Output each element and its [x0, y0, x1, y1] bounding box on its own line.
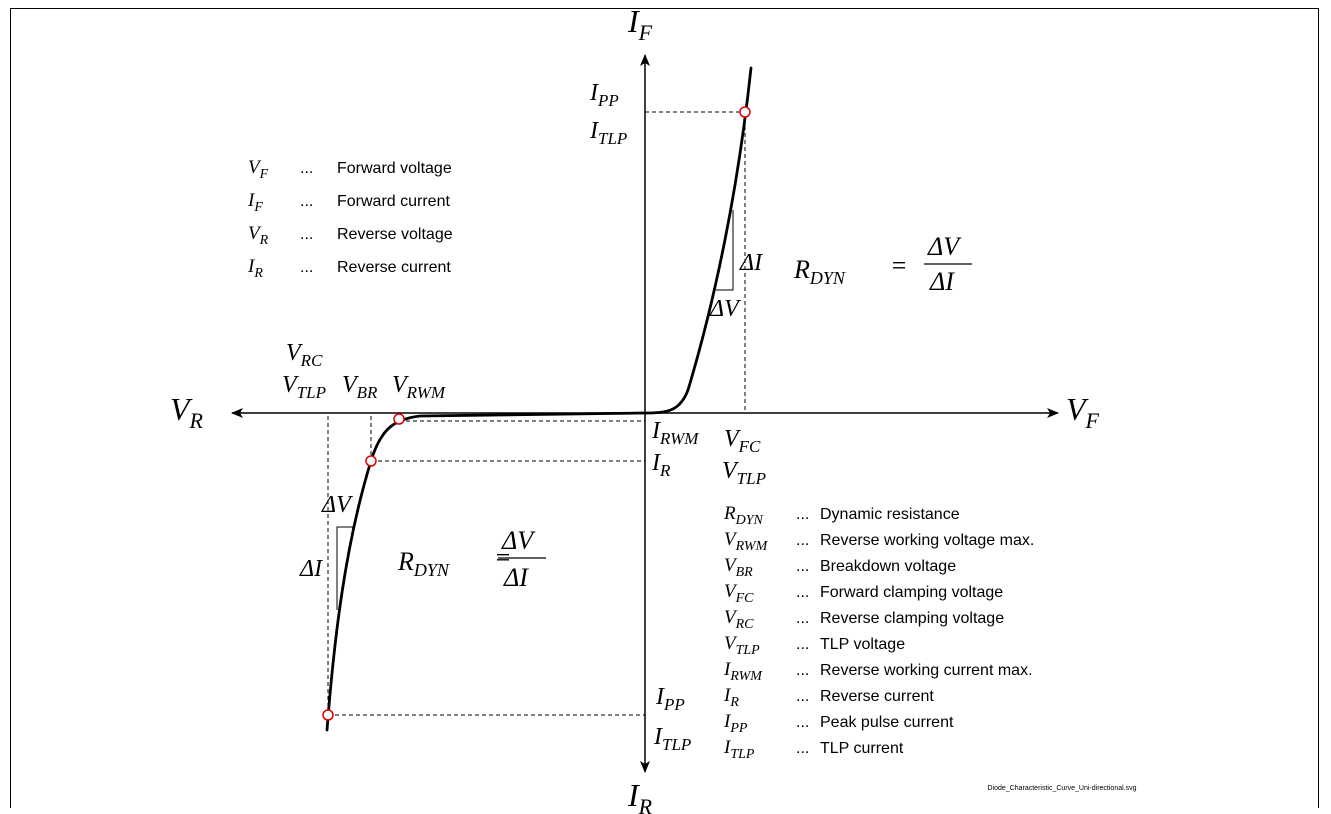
formula-bottom-denominator: ΔI	[503, 563, 529, 592]
formula-top-equals: =	[890, 251, 908, 280]
legend-bottom-item-dots: ...	[796, 506, 809, 523]
formula-top-numerator: ΔV	[927, 232, 962, 261]
footer-filename: Diode_Characteristic_Curve_Uni-direction…	[987, 785, 1136, 792]
legend-bottom-item-symbol: IRWM	[723, 659, 763, 684]
legend-bottom-item-symbol: VFC	[724, 581, 754, 606]
legend-bottom-item-dots: ...	[796, 558, 809, 575]
label-vrwm: VRWM	[392, 372, 446, 402]
marker-vrwm	[393, 413, 405, 425]
label-vbr: VBR	[342, 372, 378, 402]
label-ipp-bottom: IPP	[655, 684, 685, 714]
legend-bottom-item-symbol: VRWM	[724, 529, 769, 554]
legend-bottom-item-symbol: IPP	[723, 711, 748, 736]
legend-bottom-item-description: Reverse current	[820, 688, 934, 705]
formula-rdyn-top: RDYN = ΔV ΔI	[793, 232, 972, 296]
label-vrc: VRC	[286, 340, 323, 370]
formula-top-r: RDYN	[793, 255, 846, 288]
legend-bottom-item-symbol: IR	[723, 685, 739, 710]
legend-bottom-item-description: Reverse working voltage max.	[820, 532, 1034, 549]
legend-top-item-description: Forward current	[337, 193, 450, 210]
legend-bottom-item-symbol: VRC	[724, 607, 754, 632]
legend-top-item-symbol: VR	[248, 223, 269, 248]
label-vtlp-right: VTLP	[722, 458, 766, 488]
diagram-frame	[10, 8, 1319, 808]
axis-label-vf: VF	[1066, 391, 1100, 433]
label-ir: IR	[651, 450, 671, 480]
legend-bottom-item-description: Dynamic resistance	[820, 506, 960, 523]
legend-top-item-dots: ...	[300, 226, 313, 243]
label-ipp-top: IPP	[589, 80, 619, 110]
legend-bottom-item-description: TLP voltage	[820, 636, 905, 653]
legend-top-item-symbol: IF	[247, 190, 263, 215]
legend-bottom-item-description: Breakdown voltage	[820, 558, 956, 575]
legend-top-item-description: Reverse current	[337, 259, 451, 276]
label-itlp-top: ITLP	[589, 118, 627, 148]
characteristic-curve	[325, 66, 753, 732]
axis-label-if: IF	[627, 3, 653, 45]
axis-label-vr: VR	[170, 391, 204, 433]
legend-top-item-description: Reverse voltage	[337, 226, 453, 243]
legend-top-item-dots: ...	[300, 259, 313, 276]
guide-lines	[327, 111, 746, 716]
label-vtlp-left: VTLP	[282, 372, 326, 402]
legend-bottom: RDYN... Dynamic resistance VRWM... Reverse …	[723, 503, 1034, 762]
slope-triangle-top	[716, 210, 734, 291]
legend-bottom-item-dots: ...	[796, 662, 809, 679]
label-vfc: VFC	[724, 426, 761, 456]
formula-bottom-numerator: ΔV	[501, 526, 536, 555]
legend-top-item-symbol: IR	[247, 256, 263, 281]
axis-label-ir: IR	[627, 777, 653, 814]
legend-top-item-symbol: VF	[248, 157, 269, 182]
legend-bottom-item-dots: ...	[796, 636, 809, 653]
formula-top-denominator: ΔI	[929, 267, 955, 296]
legend-top-item-dots: ...	[300, 193, 313, 210]
legend-bottom-item-description: Peak pulse current	[820, 714, 954, 731]
marker-vrc	[322, 709, 334, 721]
marker-vbr	[365, 455, 377, 467]
legend-bottom-item-dots: ...	[796, 610, 809, 627]
label-delta-v-top: ΔV	[709, 296, 741, 322]
legend-bottom-item-symbol: RDYN	[723, 503, 764, 528]
markers	[322, 106, 751, 721]
legend-top: VF... Forward voltage IF... Forward current…	[247, 157, 453, 281]
label-itlp-bottom: ITLP	[653, 724, 691, 754]
legend-bottom-item-description: Reverse clamping voltage	[820, 610, 1004, 627]
label-irwm: IRWM	[651, 418, 699, 448]
formula-bottom-r: RDYN	[397, 547, 450, 580]
legend-bottom-item-symbol: VTLP	[724, 633, 760, 658]
legend-top-item-dots: ...	[300, 160, 313, 177]
legend-bottom-item-dots: ...	[796, 714, 809, 731]
legend-bottom-item-description: TLP current	[820, 740, 904, 757]
legend-bottom-item-dots: ...	[796, 532, 809, 549]
label-delta-i-top: ΔI	[739, 250, 763, 276]
legend-top-item-description: Forward voltage	[337, 160, 452, 177]
label-delta-v-bottom: ΔV	[321, 492, 353, 518]
legend-bottom-item-symbol: ITLP	[723, 737, 755, 762]
legend-bottom-item-dots: ...	[796, 740, 809, 757]
slope-triangle-bottom	[336, 526, 354, 610]
legend-bottom-item-symbol: VBR	[724, 555, 753, 580]
legend-bottom-item-description: Reverse working current max.	[820, 662, 1033, 679]
marker-ipp-forward	[739, 106, 751, 118]
label-delta-i-bottom: ΔI	[299, 556, 323, 582]
formula-rdyn-bottom: RDYN = ΔV ΔI	[397, 526, 546, 592]
legend-bottom-item-dots: ...	[796, 688, 809, 705]
legend-bottom-item-description: Forward clamping voltage	[820, 584, 1003, 601]
legend-bottom-item-dots: ...	[796, 584, 809, 601]
